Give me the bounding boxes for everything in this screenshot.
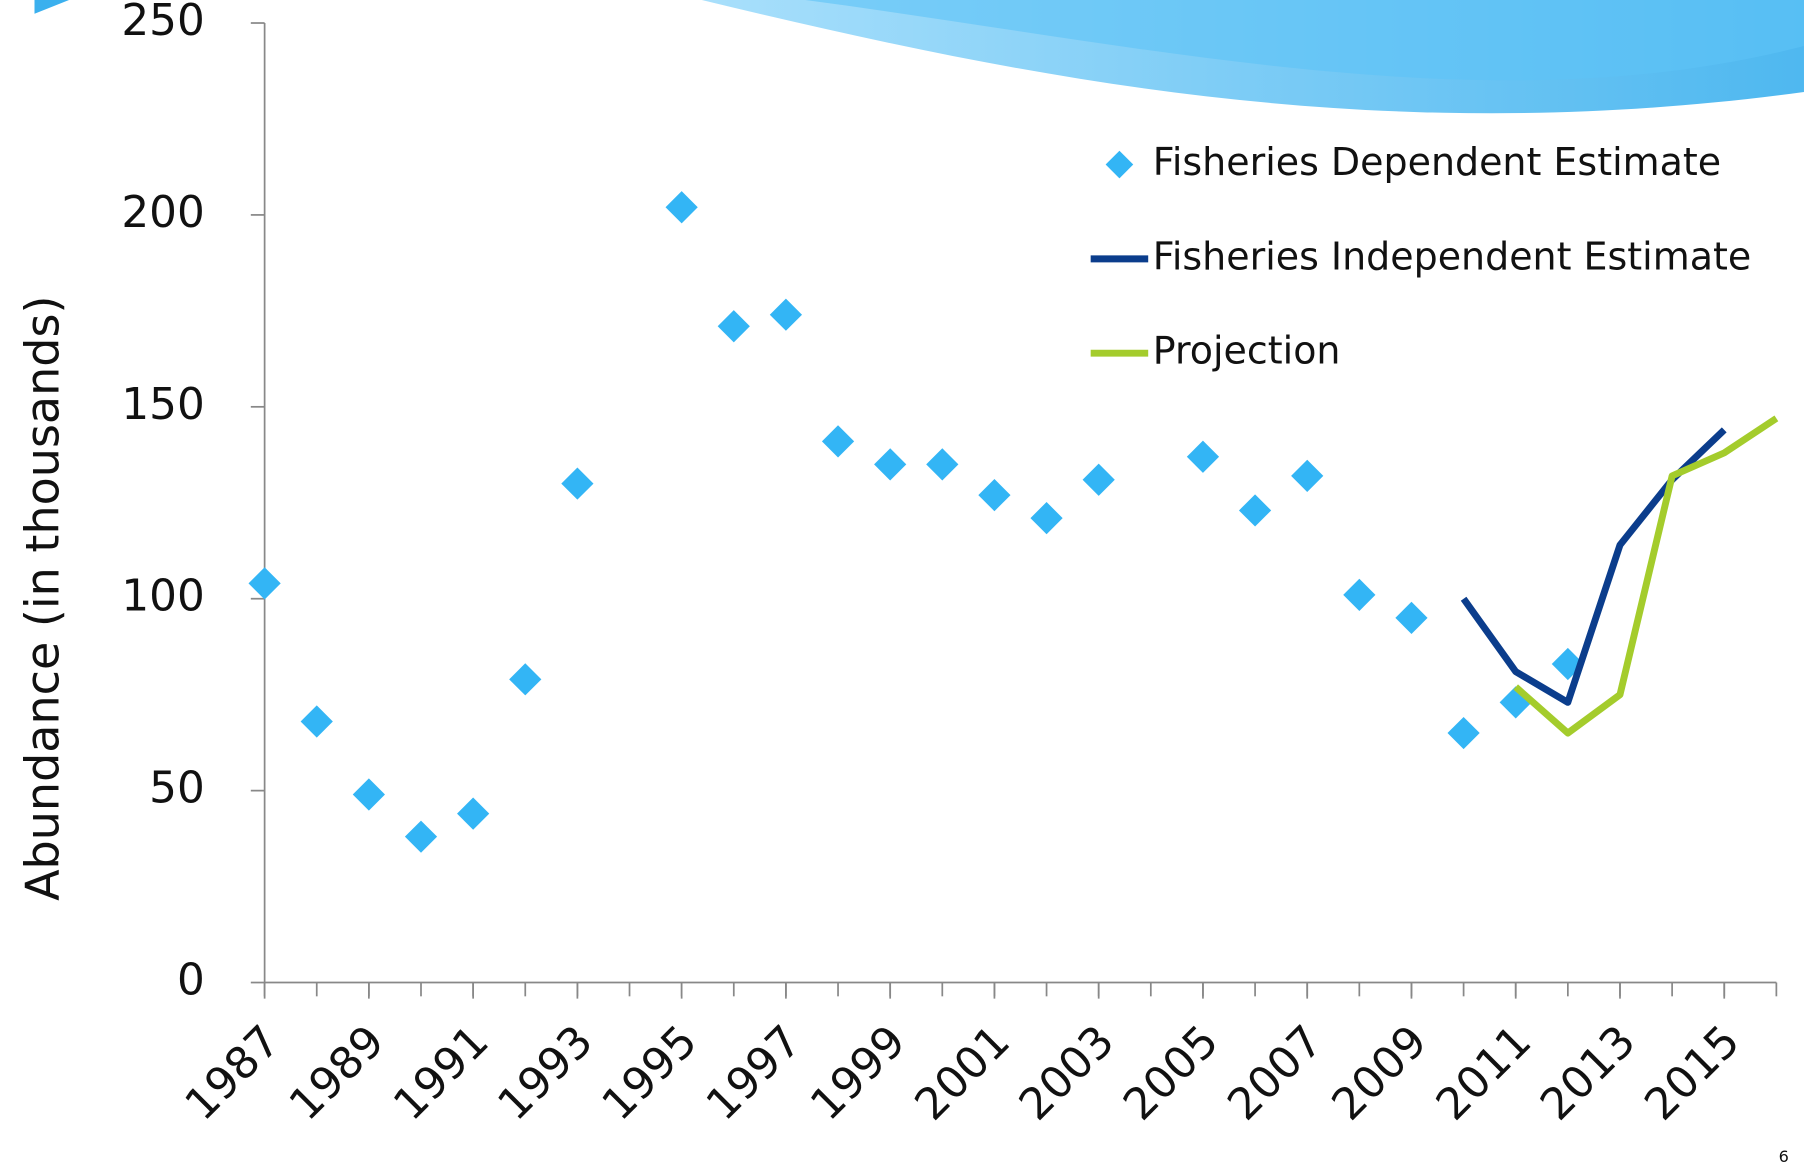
page-number: 6 bbox=[1779, 1147, 1789, 1163]
legend-marker bbox=[1105, 150, 1134, 179]
y-tick-label: 200 bbox=[121, 187, 204, 238]
x-tick-label: 1991 bbox=[384, 1016, 499, 1131]
marker bbox=[509, 663, 542, 696]
marker bbox=[821, 425, 855, 458]
marker bbox=[300, 705, 333, 738]
marker bbox=[1291, 459, 1324, 493]
y-tick-label: 100 bbox=[121, 571, 204, 622]
marker bbox=[248, 567, 281, 600]
x-tick-label: 2001 bbox=[905, 1016, 1020, 1131]
x-tick-label: 1999 bbox=[801, 1016, 916, 1131]
marker bbox=[717, 310, 750, 343]
marker bbox=[1030, 502, 1063, 535]
y-tick-label: 250 bbox=[121, 0, 204, 46]
y-tick-label: 50 bbox=[149, 763, 205, 814]
x-tick-label: 2011 bbox=[1426, 1016, 1541, 1131]
marker bbox=[874, 448, 907, 481]
marker bbox=[1343, 578, 1376, 611]
marker bbox=[1447, 716, 1480, 750]
x-tick-label: 2005 bbox=[1114, 1016, 1229, 1131]
x-tick-label: 1997 bbox=[697, 1016, 812, 1131]
x-tick-label: 1993 bbox=[488, 1016, 603, 1131]
x-tick-label: 2015 bbox=[1635, 1016, 1750, 1131]
x-tick-label: 2013 bbox=[1531, 1016, 1646, 1131]
x-tick-label: 2003 bbox=[1009, 1016, 1124, 1131]
marker bbox=[665, 191, 698, 224]
marker bbox=[404, 820, 438, 853]
legend-label: Fisheries Dependent Estimate bbox=[1153, 140, 1721, 184]
marker bbox=[1082, 463, 1115, 496]
marker bbox=[457, 797, 490, 830]
x-tick-label: 1995 bbox=[592, 1016, 707, 1131]
marker bbox=[978, 478, 1011, 512]
marker bbox=[352, 778, 385, 811]
series-line bbox=[1513, 415, 1779, 737]
marker bbox=[561, 467, 594, 500]
marker bbox=[1238, 494, 1272, 527]
y-tick-label: 0 bbox=[177, 955, 205, 1006]
marker bbox=[769, 298, 803, 331]
legend-label: Fisheries Independent Estimate bbox=[1153, 234, 1751, 278]
marker bbox=[926, 448, 959, 481]
legend-label: Projection bbox=[1153, 329, 1341, 373]
x-tick-label: 1989 bbox=[280, 1016, 395, 1131]
x-tick-label: 2007 bbox=[1218, 1016, 1333, 1131]
marker bbox=[1186, 440, 1220, 473]
x-tick-label: 2009 bbox=[1322, 1016, 1437, 1131]
decoration bbox=[34, 0, 70, 14]
marker bbox=[1395, 601, 1428, 635]
y-tick-label: 150 bbox=[121, 379, 204, 430]
y-axis-label: Abundance (in thousands) bbox=[16, 296, 70, 901]
x-tick-label: 1987 bbox=[175, 1016, 290, 1131]
decoration bbox=[805, 0, 1804, 81]
